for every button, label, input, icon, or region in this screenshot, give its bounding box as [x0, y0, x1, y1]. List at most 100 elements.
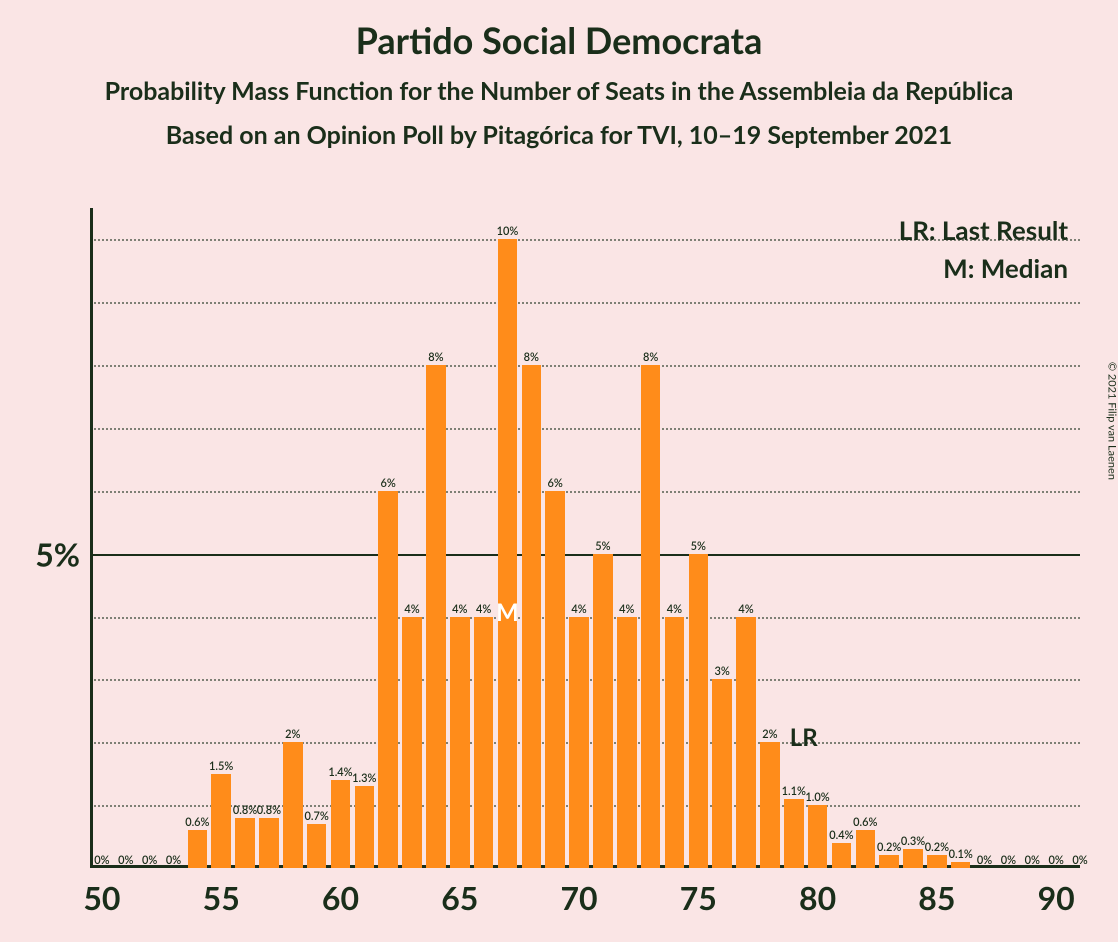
bar	[545, 491, 565, 868]
grid-line	[90, 365, 1080, 367]
bar-value-label: 4%	[667, 603, 682, 616]
bar	[426, 365, 446, 868]
bar-value-label: 1.1%	[782, 785, 806, 798]
bar-value-label: 0.6%	[185, 816, 209, 829]
bar	[474, 617, 494, 868]
bar	[689, 554, 709, 868]
bar-value-label: 1.4%	[328, 766, 352, 779]
bar-value-label: 4%	[619, 603, 634, 616]
grid-line	[90, 491, 1080, 493]
chart-plot-area: 5%5055606570758085900%0%0%0%0.6%1.5%0.8%…	[90, 208, 1080, 868]
bar-value-label: 0.7%	[304, 810, 328, 823]
grid-line	[90, 302, 1080, 304]
x-tick-label: 80	[799, 878, 836, 917]
chart-titles: Partido Social Democrata Probability Mas…	[0, 18, 1118, 150]
bar-value-label: 0%	[1048, 854, 1063, 867]
bar-value-label: 1.0%	[805, 791, 829, 804]
bar-value-label: 2%	[762, 728, 777, 741]
bar	[569, 617, 589, 868]
chart-title: Partido Social Democrata	[0, 18, 1118, 62]
bar-value-label: 6%	[381, 477, 396, 490]
x-tick-label: 60	[322, 878, 359, 917]
x-tick-label: 55	[203, 878, 240, 917]
legend-lr: LR: Last Result	[899, 214, 1068, 246]
bar-value-label: 3%	[715, 665, 730, 678]
chart-subtitle-1: Probability Mass Function for the Number…	[0, 76, 1118, 106]
x-tick-label: 85	[918, 878, 955, 917]
bar	[402, 617, 422, 868]
bar	[355, 786, 375, 868]
bar	[331, 780, 351, 868]
bar-value-label: 2%	[285, 728, 300, 741]
bar-value-label: 0.2%	[877, 841, 901, 854]
bar	[903, 849, 923, 868]
bar	[617, 617, 637, 868]
bar-value-label: 0%	[166, 854, 181, 867]
bar	[593, 554, 613, 868]
bar	[307, 824, 327, 868]
bar	[283, 742, 303, 868]
x-tick-label: 50	[83, 878, 120, 917]
bar-value-label: 4%	[738, 603, 753, 616]
y-tick-label: 5%	[35, 534, 80, 573]
bar-value-label: 0.2%	[925, 841, 949, 854]
bar-value-label: 0.8%	[233, 804, 257, 817]
bar	[879, 855, 899, 868]
grid-line	[90, 428, 1080, 430]
bar-value-label: 0.4%	[829, 829, 853, 842]
bar-value-label: 8%	[428, 351, 443, 364]
bar	[712, 679, 732, 868]
bar-value-label: 0.8%	[257, 804, 281, 817]
x-tick-label: 75	[680, 878, 717, 917]
bar	[641, 365, 661, 868]
bar-value-label: 0%	[118, 854, 133, 867]
median-marker: M	[496, 598, 519, 627]
bar	[211, 774, 231, 868]
bar-value-label: 10%	[497, 225, 519, 238]
bar-value-label: 0%	[142, 854, 157, 867]
x-tick-label: 65	[441, 878, 478, 917]
bar-value-label: 4%	[476, 603, 491, 616]
bar-value-label: 8%	[524, 351, 539, 364]
bar	[378, 491, 398, 868]
bar	[498, 239, 518, 868]
grid-line	[90, 554, 1080, 556]
bar	[188, 830, 208, 868]
bar-value-label: 0%	[94, 854, 109, 867]
plot-region: 5%5055606570758085900%0%0%0%0.6%1.5%0.8%…	[90, 208, 1080, 868]
bar-value-label: 0%	[977, 854, 992, 867]
last-result-marker: LR	[790, 723, 818, 752]
bar	[522, 365, 542, 868]
bar-value-label: 8%	[643, 351, 658, 364]
bar-value-label: 0.6%	[853, 816, 877, 829]
bar	[784, 799, 804, 868]
copyright-text: © 2021 Filip van Laenen	[1106, 362, 1118, 480]
bar	[665, 617, 685, 868]
bar-value-label: 4%	[571, 603, 586, 616]
bar-value-label: 1.3%	[352, 772, 376, 785]
bar	[856, 830, 876, 868]
bar-value-label: 0.3%	[901, 835, 925, 848]
bar	[760, 742, 780, 868]
bar-value-label: 0%	[1025, 854, 1040, 867]
bar	[832, 843, 852, 868]
x-tick-label: 70	[560, 878, 597, 917]
chart-subtitle-2: Based on an Opinion Poll by Pitagórica f…	[0, 120, 1118, 150]
bar	[259, 818, 279, 868]
bar-value-label: 6%	[548, 477, 563, 490]
bar	[235, 818, 255, 868]
bar-value-label: 5%	[691, 540, 706, 553]
bar-value-label: 0.1%	[949, 848, 973, 861]
bar	[951, 862, 971, 868]
bar-value-label: 0%	[1072, 854, 1087, 867]
bar	[808, 805, 828, 868]
bar-value-label: 4%	[404, 603, 419, 616]
x-tick-label: 90	[1038, 878, 1075, 917]
bar-value-label: 0%	[1001, 854, 1016, 867]
bar-value-label: 4%	[452, 603, 467, 616]
bar-value-label: 1.5%	[209, 760, 233, 773]
legend-m: M: Median	[899, 252, 1068, 284]
bar	[736, 617, 756, 868]
legend: LR: Last Result M: Median	[899, 214, 1068, 290]
bar	[450, 617, 470, 868]
